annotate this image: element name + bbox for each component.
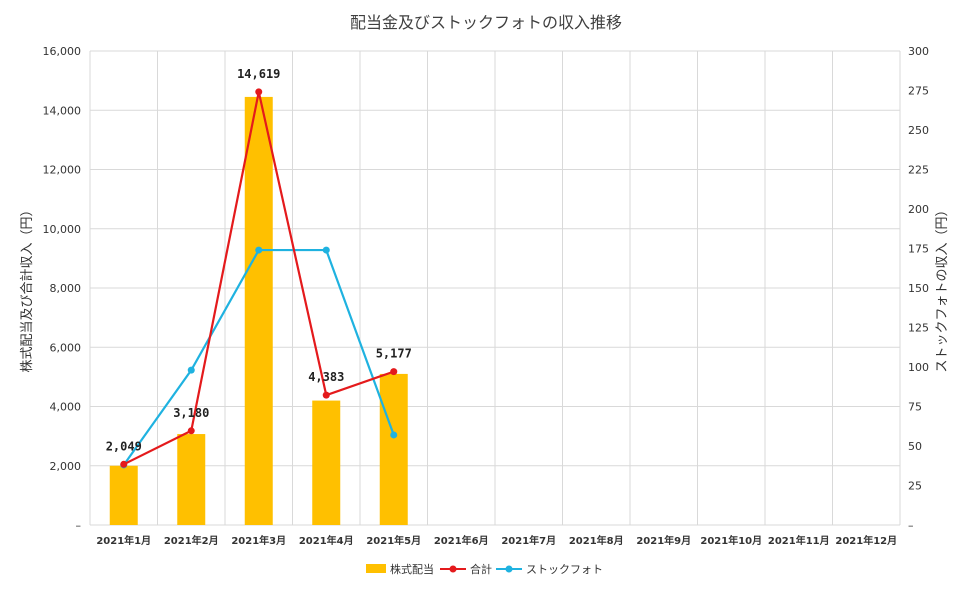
data-label-total: 5,177 bbox=[376, 347, 412, 361]
x-tick-label: 2021年7月 bbox=[501, 534, 556, 547]
y-axis-right-title: ストックフォトの収入（円） bbox=[935, 203, 950, 372]
total-point bbox=[255, 88, 263, 96]
x-tick-label: 2021年4月 bbox=[299, 534, 354, 547]
legend-marker-total bbox=[449, 565, 457, 573]
y-right-tick-label: 100 bbox=[908, 361, 929, 374]
x-tick-label: 2021年12月 bbox=[835, 534, 897, 547]
total-point bbox=[120, 460, 128, 468]
chart-title: 配当金及びストックフォトの収入推移 bbox=[350, 13, 622, 32]
y-left-tick-label: – bbox=[76, 519, 82, 532]
y-axis-left-title: 株式配当及び合計収入（円） bbox=[19, 203, 35, 372]
data-label-total: 3,180 bbox=[173, 406, 209, 420]
total-point bbox=[322, 391, 330, 399]
bar-dividend bbox=[244, 96, 273, 525]
x-tick-label: 2021年11月 bbox=[768, 534, 830, 547]
y-right-tick-label: 225 bbox=[908, 164, 929, 177]
data-label-total: 2,049 bbox=[106, 439, 142, 453]
y-left-tick-label: 14,000 bbox=[43, 104, 82, 117]
bar-dividend bbox=[109, 465, 138, 525]
y-left-tick-label: 2,000 bbox=[50, 460, 82, 473]
x-tick-label: 2021年3月 bbox=[231, 534, 286, 547]
y-right-tick-label: 25 bbox=[908, 480, 922, 493]
y-right-tick-label: 150 bbox=[908, 282, 929, 295]
legend-marker-stockphoto bbox=[505, 565, 513, 573]
y-left-tick-label: 8,000 bbox=[50, 282, 82, 295]
y-right-tick-label: 175 bbox=[908, 243, 929, 256]
x-tick-label: 2021年10月 bbox=[700, 534, 762, 547]
x-tick-label: 2021年5月 bbox=[366, 534, 421, 547]
y-left-tick-label: 10,000 bbox=[43, 223, 82, 236]
data-label-total: 14,619 bbox=[237, 67, 280, 81]
legend-label-stockphoto: ストックフォト bbox=[526, 563, 603, 576]
x-tick-label: 2021年1月 bbox=[96, 534, 151, 547]
data-label-total: 4,383 bbox=[308, 370, 344, 384]
y-right-tick-label: – bbox=[908, 519, 914, 532]
stockphoto-point bbox=[390, 431, 398, 439]
bar-dividend bbox=[177, 434, 206, 525]
total-point bbox=[390, 368, 398, 376]
y-left-tick-label: 16,000 bbox=[43, 45, 82, 58]
y-left-tick-label: 12,000 bbox=[43, 164, 82, 177]
y-left-tick-label: 6,000 bbox=[50, 341, 82, 354]
stockphoto-point bbox=[187, 366, 195, 374]
legend-swatch-dividend bbox=[366, 564, 386, 573]
x-tick-label: 2021年9月 bbox=[636, 534, 691, 547]
y-left-tick-label: 4,000 bbox=[50, 401, 82, 414]
stockphoto-point bbox=[255, 246, 263, 254]
y-right-tick-label: 50 bbox=[908, 440, 922, 453]
total-point bbox=[187, 427, 195, 435]
x-tick-label: 2021年2月 bbox=[164, 534, 219, 547]
y-right-tick-label: 300 bbox=[908, 45, 929, 58]
y-right-tick-label: 125 bbox=[908, 322, 929, 335]
x-tick-label: 2021年6月 bbox=[434, 534, 489, 547]
stockphoto-point bbox=[322, 246, 330, 254]
y-right-tick-label: 75 bbox=[908, 401, 922, 414]
bar-dividend bbox=[379, 373, 408, 525]
legend-label-total: 合計 bbox=[470, 562, 492, 576]
legend-label-dividend: 株式配当 bbox=[390, 562, 434, 576]
y-right-tick-label: 250 bbox=[908, 124, 929, 137]
bar-dividend bbox=[312, 400, 341, 525]
y-right-tick-label: 275 bbox=[908, 85, 929, 98]
y-right-tick-label: 200 bbox=[908, 203, 929, 216]
x-tick-label: 2021年8月 bbox=[569, 534, 624, 547]
